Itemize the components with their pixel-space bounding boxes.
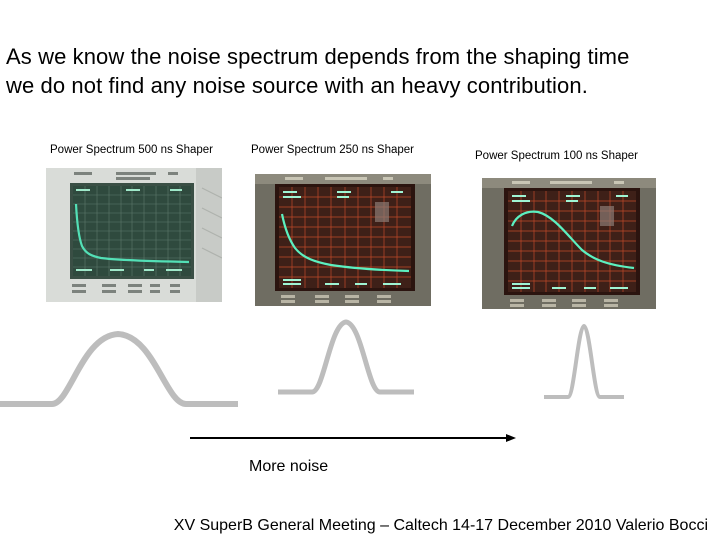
oscilloscope-photo-100ns [482, 178, 656, 309]
slide-heading: As we know the noise spectrum depends fr… [6, 42, 716, 100]
heading-line-2: we do not find any noise source with an … [6, 73, 588, 98]
spectrum-trace [510, 210, 635, 270]
scope-screen [279, 187, 411, 288]
pulse-shape-100ns [544, 324, 624, 399]
scope-screen [73, 186, 191, 276]
more-noise-label: More noise [249, 458, 329, 475]
pulse-shape-250ns [278, 319, 414, 395]
spectrum-trace [74, 203, 190, 264]
pulse-shape-500ns [0, 331, 238, 407]
pulse-curve [278, 319, 414, 395]
caption-500ns: Power Spectrum 500 ns Shaper [50, 144, 214, 156]
oscilloscope-photo-250ns [255, 174, 431, 306]
slide-footer: XV SuperB General Meeting – Caltech 14-1… [173, 517, 708, 534]
scope-screen [508, 191, 636, 292]
caption-250ns: Power Spectrum 250 ns Shaper [251, 144, 415, 156]
more-noise-arrow [190, 434, 516, 442]
caption-100ns: Power Spectrum 100 ns Shaper [475, 150, 639, 162]
pulse-curve [0, 331, 238, 407]
heading-line-1: As we know the noise spectrum depends fr… [6, 44, 630, 69]
oscilloscope-photo-500ns [46, 168, 222, 302]
pulse-curve [544, 324, 624, 399]
spectrum-trace [280, 213, 410, 273]
